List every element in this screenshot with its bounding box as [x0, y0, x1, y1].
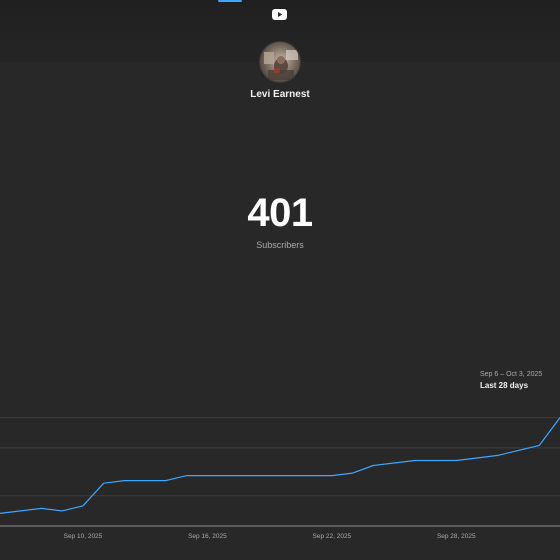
x-tick-label: Sep 10, 2025 — [64, 533, 103, 540]
youtube-icon — [272, 9, 287, 20]
range-label[interactable]: Last 28 days — [480, 381, 529, 390]
channel-avatar[interactable] — [259, 41, 301, 83]
channel-name[interactable]: Levi Earnest — [250, 89, 310, 100]
x-tick-label: Sep 22, 2025 — [313, 533, 352, 540]
series-line[interactable] — [0, 417, 560, 514]
x-tick-label: Sep 16, 2025 — [188, 533, 227, 540]
tab-indicator — [218, 0, 242, 2]
subscriber-chart-svg: Sep 10, 2025 Sep 16, 2025 Sep 22, 2025 Sep … — [0, 417, 560, 540]
subscriber-label: Subscribers — [256, 240, 304, 250]
subscriber-chart: Sep 10, 2025 Sep 16, 2025 Sep 22, 2025 Sep … — [0, 400, 560, 560]
date-range: Sep 6 – Oct 3, 2025 — [480, 371, 543, 378]
subscriber-count: 401 — [247, 191, 313, 235]
x-tick-label: Sep 28, 2025 — [437, 533, 476, 540]
